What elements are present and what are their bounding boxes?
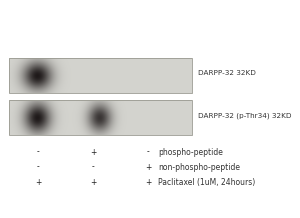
Text: -: - (37, 148, 39, 157)
Text: +: + (35, 177, 41, 187)
Text: -: - (37, 162, 39, 172)
Text: -: - (92, 162, 94, 172)
Text: +: + (90, 177, 96, 187)
Bar (9, 58, 192, 93)
Text: -: - (147, 148, 149, 157)
Text: phospho-peptide: phospho-peptide (158, 148, 223, 157)
Text: +: + (145, 162, 151, 172)
Text: +: + (90, 148, 96, 157)
Bar (9, 100, 192, 135)
Text: DARPP-32 32KD: DARPP-32 32KD (198, 70, 256, 76)
Text: non-phospho-peptide: non-phospho-peptide (158, 162, 240, 172)
Text: DARPP-32 (p-Thr34) 32KD: DARPP-32 (p-Thr34) 32KD (198, 113, 292, 119)
Text: +: + (145, 177, 151, 187)
Text: Paclitaxel (1uM, 24hours): Paclitaxel (1uM, 24hours) (158, 177, 255, 187)
